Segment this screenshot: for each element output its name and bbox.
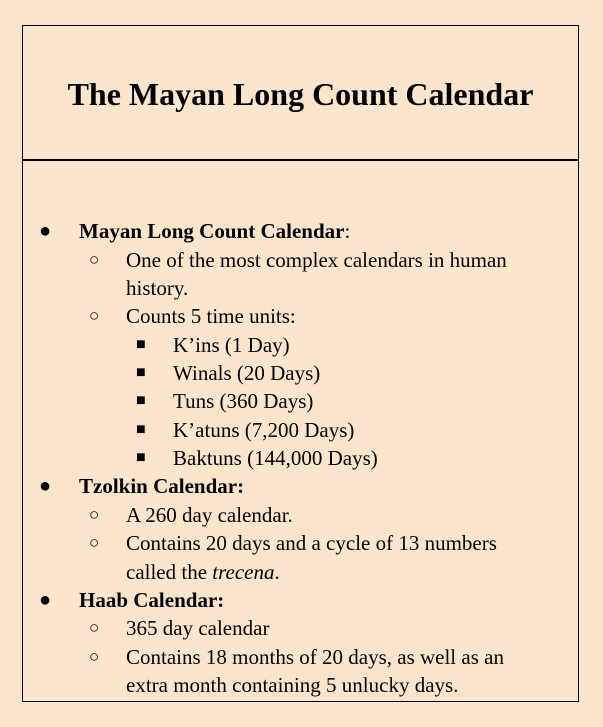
- bullet-circle: ○: [89, 250, 100, 269]
- bullet-circle: ○: [89, 618, 100, 637]
- title-cell: The Mayan Long Count Calendar: [23, 26, 578, 161]
- list-item: One of the most complex calendars in hum…: [126, 248, 507, 272]
- bullet-dot: ●: [39, 589, 52, 611]
- page-title: The Mayan Long Count Calendar: [67, 76, 534, 112]
- section-heading-long-count: Mayan Long Count Calendar:: [79, 219, 351, 243]
- bullet-circle: ○: [89, 306, 100, 325]
- bullet-circle: ○: [89, 505, 100, 524]
- bullet-square: ■: [136, 421, 146, 438]
- list-item-continuation: history.: [126, 276, 189, 300]
- bullet-circle: ○: [89, 533, 100, 552]
- bullet-dot: ●: [39, 220, 52, 242]
- list-item-continuation: extra month containing 5 unlucky days.: [126, 673, 459, 697]
- section-heading-haab: Haab Calendar:: [79, 588, 225, 612]
- bullet-circle: ○: [89, 647, 100, 666]
- list-item: Contains 20 days and a cycle of 13 numbe…: [126, 531, 497, 555]
- list-item-continuation: called the trecena.: [126, 560, 280, 584]
- bullet-square: ■: [136, 392, 146, 409]
- bullet-square: ■: [136, 364, 146, 381]
- bullet-square: ■: [136, 449, 146, 466]
- time-unit-item: Winals (20 Days): [173, 361, 321, 385]
- time-unit-item: Baktuns (144,000 Days): [173, 446, 378, 470]
- bullet-square: ■: [136, 336, 146, 353]
- list-item: 365 day calendar: [126, 616, 270, 640]
- time-unit-item: Tuns (360 Days): [173, 389, 314, 413]
- bullet-dot: ●: [39, 475, 52, 497]
- time-unit-item: K’atuns (7,200 Days): [173, 418, 355, 442]
- time-unit-item: K’ins (1 Day): [173, 333, 290, 357]
- section-heading-tzolkin: Tzolkin Calendar:: [79, 474, 245, 498]
- content-table: The Mayan Long Count Calendar ● Mayan Lo…: [22, 25, 579, 702]
- list-item: Counts 5 time units:: [126, 304, 296, 328]
- list-item: Contains 18 months of 20 days, as well a…: [126, 645, 504, 669]
- list-item: A 260 day calendar.: [126, 503, 293, 527]
